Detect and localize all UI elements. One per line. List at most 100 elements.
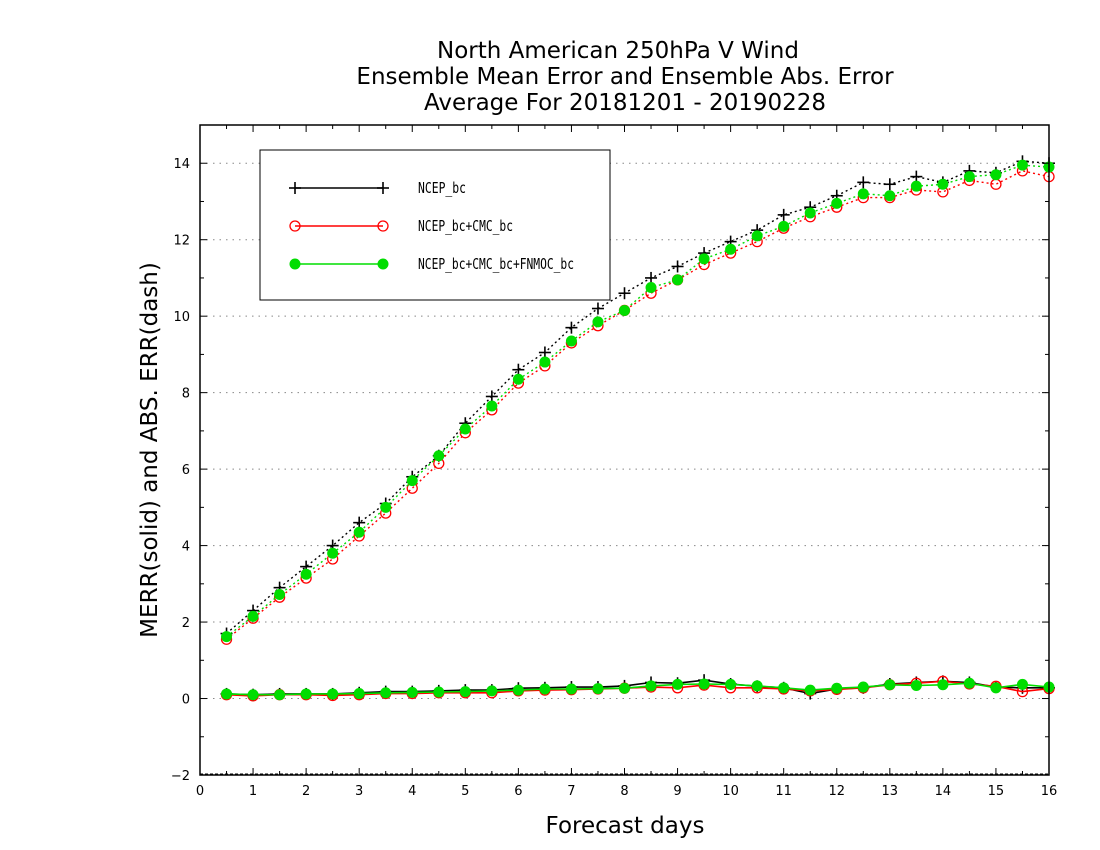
filled-circle-marker: [433, 450, 445, 462]
open-circle-marker: [377, 220, 389, 232]
filled-circle-marker: [645, 282, 657, 293]
filled-circle-marker: [857, 681, 869, 693]
x-tick-label: 2: [302, 784, 310, 799]
series-2: [221, 159, 1055, 701]
filled-circle-marker: [884, 679, 896, 691]
filled-circle-marker: [406, 686, 418, 698]
y-axis-label: MERR(solid) and ABS. ERR(dash): [137, 262, 163, 638]
title-line-2: Ensemble Mean Error and Ensemble Abs. Er…: [356, 64, 894, 90]
filled-circle-marker: [645, 680, 657, 692]
filled-circle-marker: [672, 274, 684, 286]
title-line-3: Average For 20181201 - 20190228: [424, 90, 826, 116]
filled-circle-marker: [353, 526, 365, 538]
x-tick-label: 1: [249, 784, 257, 799]
filled-circle-marker: [377, 258, 389, 270]
x-tick-label: 10: [722, 784, 739, 799]
filled-circle-marker: [725, 678, 737, 690]
filled-circle-marker: [990, 682, 1002, 694]
x-tick-label: 14: [935, 784, 952, 799]
filled-circle-marker: [221, 688, 233, 700]
x-tick-label: 16: [1041, 784, 1058, 799]
chart-title: North American 250hPa V Wind Ensemble Me…: [356, 38, 894, 116]
plus-marker: [857, 176, 870, 189]
x-tick-label: 3: [355, 784, 363, 799]
plus-marker: [353, 516, 366, 529]
filled-circle-marker: [831, 682, 843, 694]
plus-marker: [591, 302, 604, 315]
filled-circle-marker: [247, 689, 259, 701]
filled-circle-marker: [884, 190, 896, 202]
y-tick-label: 8: [182, 387, 190, 402]
filled-circle-marker: [433, 686, 445, 698]
x-axis-label: Forecast days: [546, 813, 705, 839]
filled-circle-marker: [486, 685, 498, 697]
filled-circle-marker: [698, 253, 710, 265]
filled-circle-marker: [910, 680, 922, 692]
y-tick-label: 6: [182, 463, 190, 478]
x-axis: 0 1 2 3 4 5 6 7 8 9 10 11 12 13 14 15 16: [196, 125, 1057, 799]
filled-circle-marker: [274, 689, 286, 701]
plus-marker: [377, 182, 389, 194]
filled-circle-marker: [565, 335, 577, 347]
y-tick-label: 12: [173, 234, 190, 249]
filled-circle-marker: [289, 258, 301, 270]
legend-label: NCEP_bc: [418, 179, 466, 197]
series-layer: [220, 155, 1055, 702]
legend-label: NCEP_bc+CMC_bc+FNMOC_bc: [418, 255, 574, 273]
plus-marker: [645, 271, 658, 284]
filled-circle-marker: [857, 188, 869, 200]
filled-circle-marker: [831, 197, 843, 209]
filled-circle-marker: [380, 687, 392, 699]
filled-circle-marker: [619, 304, 630, 316]
x-tick-label: 9: [673, 784, 681, 799]
filled-circle-marker: [539, 683, 551, 695]
filled-circle-marker: [247, 610, 259, 622]
filled-circle-marker: [512, 684, 524, 696]
filled-circle-marker: [592, 316, 604, 328]
filled-circle-marker: [274, 589, 286, 601]
filled-circle-marker: [963, 171, 975, 183]
filled-circle-marker: [778, 682, 790, 694]
plus-marker: [671, 260, 684, 273]
filled-circle-marker: [486, 400, 498, 412]
x-tick-label: 0: [196, 784, 204, 799]
plus-marker: [618, 287, 631, 300]
x-tick-label: 7: [567, 784, 575, 799]
filled-circle-marker: [672, 678, 684, 690]
filled-circle-marker: [804, 684, 816, 696]
filled-circle-marker: [327, 688, 339, 700]
open-circle-marker: [289, 220, 301, 232]
filled-circle-marker: [725, 243, 737, 255]
y-tick-label: 4: [182, 540, 190, 555]
filled-circle-marker: [459, 686, 471, 698]
filled-circle-marker: [353, 688, 365, 700]
filled-circle-marker: [459, 423, 471, 435]
y-tick-label: 10: [173, 310, 190, 325]
filled-circle-marker: [990, 169, 1002, 181]
filled-circle-marker: [300, 568, 312, 580]
plus-marker: [883, 178, 896, 191]
filled-circle-marker: [619, 682, 630, 694]
filled-circle-marker: [406, 475, 418, 487]
filled-circle-marker: [380, 501, 392, 513]
filled-circle-marker: [221, 631, 233, 643]
y-tick-label: 0: [182, 693, 190, 708]
filled-circle-marker: [910, 180, 922, 192]
title-line-1: North American 250hPa V Wind: [437, 38, 799, 64]
x-tick-label: 5: [461, 784, 469, 799]
legend-box: [259, 149, 611, 301]
filled-circle-marker: [592, 683, 604, 695]
x-tick-label: 12: [828, 784, 845, 799]
filled-circle-marker: [300, 688, 312, 700]
x-tick-label: 8: [620, 784, 628, 799]
filled-circle-marker: [539, 356, 551, 368]
y-tick-label: −2: [171, 769, 190, 784]
filled-circle-marker: [778, 220, 790, 232]
filled-circle-marker: [1016, 159, 1028, 171]
abs-err-line: [226, 160, 1050, 635]
x-tick-label: 15: [988, 784, 1005, 799]
filled-circle-marker: [1016, 678, 1028, 690]
filled-circle-marker: [565, 683, 577, 695]
plus-marker: [777, 208, 790, 221]
plus-marker: [485, 390, 498, 403]
